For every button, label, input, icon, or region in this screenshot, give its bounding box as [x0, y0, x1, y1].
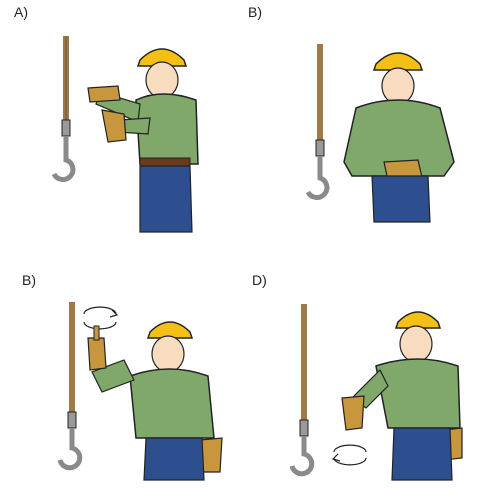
crane-hook-icon — [51, 36, 76, 182]
panel-b: B) — [248, 0, 496, 252]
crane-hook-icon — [305, 44, 330, 200]
panel-c-label: B) — [22, 272, 36, 288]
panel-a-label: A) — [14, 4, 28, 20]
crane-hook-icon — [57, 302, 83, 471]
panel-c: B) — [0, 252, 248, 504]
panel-b-illustration — [305, 44, 455, 223]
panel-a: A) — [0, 0, 248, 252]
panel-b-label: B) — [248, 4, 262, 20]
panel-a-illustration — [51, 36, 199, 233]
panel-d: D) — [248, 252, 496, 504]
worker-figure — [87, 321, 223, 481]
worker-figure — [341, 311, 463, 481]
crane-hook-icon — [289, 304, 315, 477]
panel-c-illustration — [57, 302, 223, 481]
worker-figure — [87, 48, 199, 233]
rotate-arrows-icon — [83, 306, 119, 330]
worker-figure — [343, 52, 455, 223]
panel-d-illustration — [289, 304, 463, 481]
rotate-arrows-icon — [331, 444, 367, 466]
panel-d-label: D) — [252, 272, 267, 288]
